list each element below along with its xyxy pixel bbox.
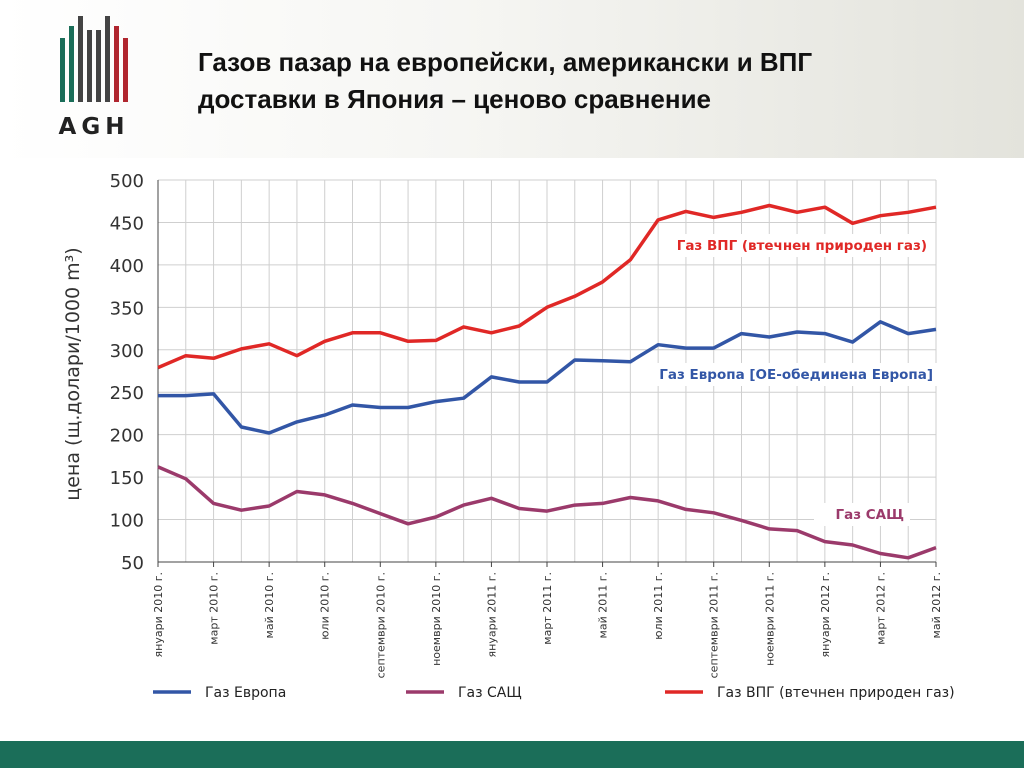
x-tick-label: януари 2011 г.: [485, 572, 498, 657]
x-tick-label: юли 2010 г.: [319, 572, 332, 640]
series-label-bg: [665, 234, 933, 257]
x-tick-label: март 2010 г.: [208, 572, 221, 645]
legend-label-usa: Газ САЩ: [458, 685, 522, 701]
y-tick-label: 250: [110, 383, 144, 404]
series-label-lng: Газ ВПГ (втечнен природен газ): [677, 238, 927, 254]
y-tick-label: 200: [110, 426, 144, 447]
series-line-usa: [157, 465, 937, 560]
y-tick-label: 350: [110, 298, 144, 319]
x-tick-label: март 2012 г.: [874, 572, 887, 645]
series-label-bg: [639, 363, 939, 386]
legend-label-europe: Газ Европа: [205, 685, 286, 701]
agh-logo-icon: [60, 16, 128, 102]
x-tick-label: май 2011 г.: [597, 572, 610, 638]
x-tick-label: септември 2010 г.: [374, 572, 387, 678]
x-tick-label: май 2012 г.: [930, 572, 943, 638]
series-line-europe: [158, 320, 937, 435]
x-tick-label: ноември 2010 г.: [430, 572, 443, 666]
price-chart: 50 100 150 200 250 300 350 400 450 500 януари 2010…: [62, 171, 955, 701]
x-tick-label: септември 2011 г.: [708, 572, 721, 678]
series-label-europe: Газ Европа [ОЕ-обединена Европа]: [659, 367, 933, 383]
title-line-2: доставки в Япония – ценово сравнение: [198, 84, 712, 114]
y-tick-label: 450: [110, 213, 144, 234]
series-label-bg: [814, 503, 910, 526]
x-tick-label: ноември 2011 г.: [763, 572, 776, 666]
logo-text: AGH: [58, 114, 130, 140]
x-tick-label: януари 2012 г.: [819, 572, 832, 657]
x-tick-label: януари 2010 г.: [152, 572, 165, 657]
footer-band: [0, 741, 1024, 768]
x-tick-label: март 2011 г.: [541, 572, 554, 645]
y-tick-label: 150: [110, 468, 144, 489]
agh-logo: AGH: [56, 14, 132, 146]
y-tick-label: 300: [110, 341, 144, 362]
header-band: [0, 0, 1024, 158]
y-tick-label: 500: [110, 171, 144, 192]
x-tick-label: май 2010 г.: [263, 572, 276, 638]
series-line-lng: [157, 203, 937, 370]
y-tick-label: 50: [121, 553, 144, 574]
page-title: Газов пазар на европейски, американски и…: [198, 44, 978, 118]
title-line-1: Газов пазар на европейски, американски и…: [198, 47, 813, 77]
x-tick-label: юли 2011 г.: [652, 572, 665, 640]
y-tick-label: 400: [110, 256, 144, 277]
series-label-usa: Газ САЩ: [835, 507, 904, 523]
y-tick-label: 100: [110, 511, 144, 532]
legend-label-lng: Газ ВПГ (втечнен природен газ): [717, 685, 955, 701]
y-axis-label: цена (щ.долари/1000 m³): [62, 247, 84, 500]
